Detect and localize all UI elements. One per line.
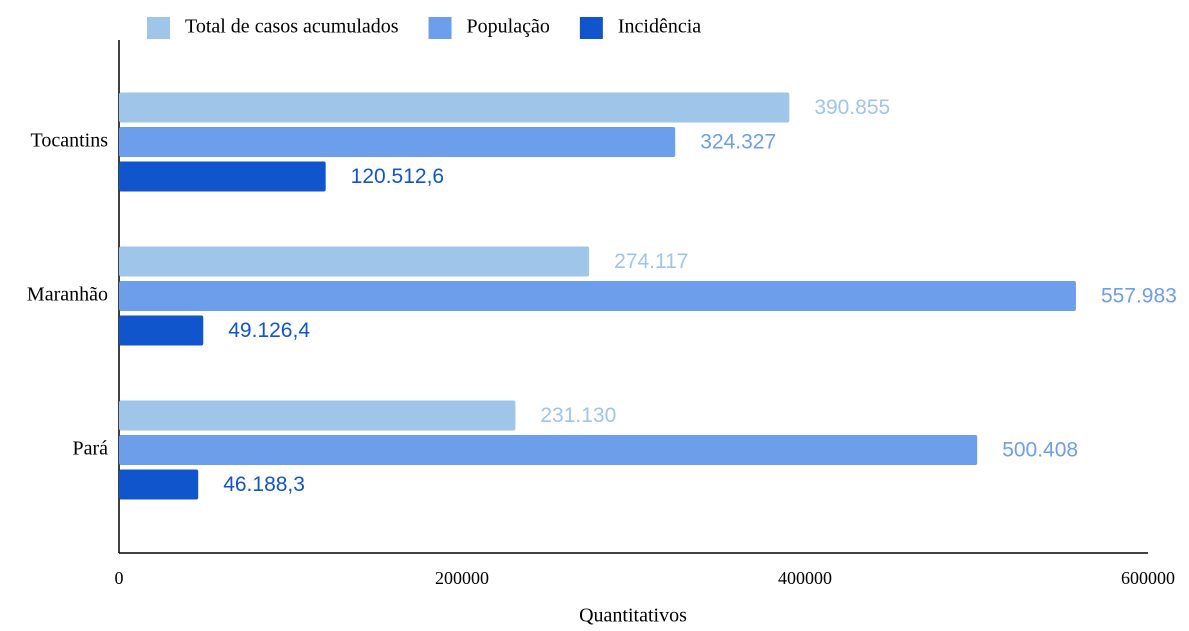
bar <box>119 92 790 123</box>
bar <box>119 400 516 431</box>
value-label: 49.126,4 <box>228 319 310 342</box>
bar <box>119 435 978 465</box>
bar <box>119 315 204 346</box>
legend-swatch <box>428 17 452 39</box>
bar <box>119 127 676 157</box>
y-tick-label: Tocantins <box>31 130 109 152</box>
bar <box>119 469 199 500</box>
value-label: 231.130 <box>540 404 616 427</box>
legend-label: Incidência <box>618 16 701 38</box>
x-tick-label: 200000 <box>435 568 489 588</box>
x-tick-label: 600000 <box>1121 568 1175 588</box>
bar <box>119 246 590 277</box>
y-tick-label: Maranhão <box>27 284 108 306</box>
value-label: 274.117 <box>614 250 688 273</box>
value-label: 390.855 <box>814 96 890 119</box>
legend-swatch <box>147 17 170 39</box>
legend-label: População <box>467 16 550 38</box>
x-tick-label: 0 <box>115 568 124 588</box>
x-tick-label: 400000 <box>778 568 832 588</box>
value-label: 557.983 <box>1101 285 1177 308</box>
value-label: 46.188,3 <box>223 473 305 496</box>
legend-swatch <box>579 17 603 39</box>
x-axis-label: Quantitativos <box>579 605 687 627</box>
value-label: 500.408 <box>1002 439 1078 462</box>
value-label: 324.327 <box>700 131 776 154</box>
value-label: 120.512,6 <box>351 165 444 188</box>
bar <box>119 161 326 192</box>
y-tick-label: Pará <box>72 438 108 460</box>
legend-label: Total de casos acumulados <box>185 16 399 38</box>
bar <box>119 281 1076 311</box>
